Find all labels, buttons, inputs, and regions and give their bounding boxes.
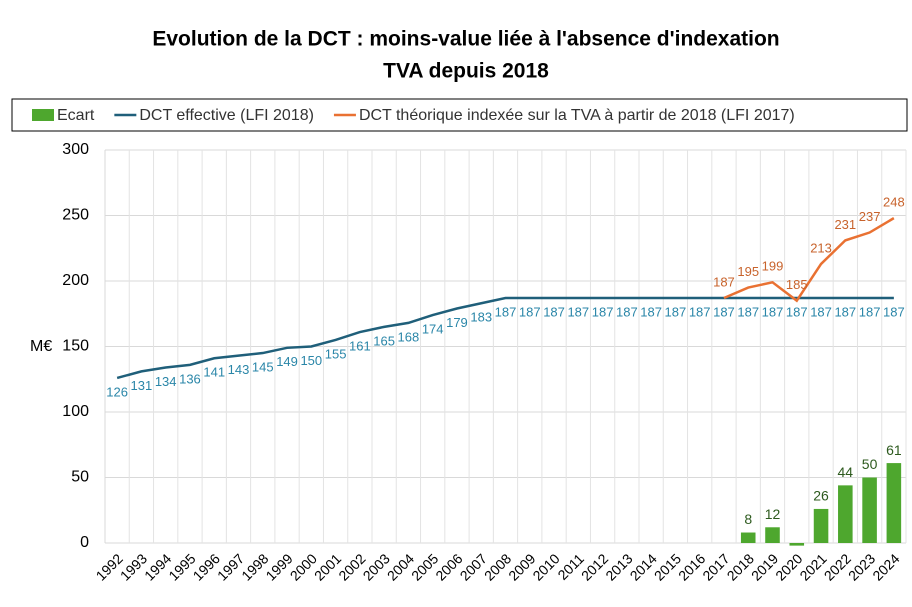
data-label: 187 [834, 304, 856, 319]
legend-label: DCT théorique indexée sur la TVA à parti… [359, 107, 795, 124]
data-label: 187 [543, 304, 565, 319]
legend-box [11, 98, 908, 132]
y-tick-label: 250 [62, 207, 89, 224]
y-axis-label: M€ [30, 338, 52, 355]
data-label: 168 [398, 329, 420, 344]
data-label: 134 [155, 374, 177, 389]
data-label: 141 [203, 365, 225, 380]
bar [789, 543, 805, 546]
data-label: 8 [744, 511, 752, 527]
bar [838, 485, 853, 543]
legend-label: Ecart [57, 107, 95, 124]
data-label: 187 [495, 304, 517, 319]
y-tick-label: 100 [62, 403, 89, 420]
data-label: 50 [862, 456, 878, 472]
data-label: 187 [859, 304, 881, 319]
data-label: 143 [228, 362, 250, 377]
data-label: 187 [665, 304, 687, 319]
data-label: 187 [689, 304, 711, 319]
data-label: 174 [422, 321, 444, 336]
data-label: 187 [519, 304, 541, 319]
data-label: 136 [179, 371, 201, 386]
bar [886, 463, 902, 543]
y-tick-label: 200 [62, 272, 89, 289]
data-label: 187 [592, 304, 614, 319]
data-label: 44 [838, 464, 854, 480]
line [116, 296, 894, 380]
chart-title: Evolution de la DCT : moins-value liée à… [152, 28, 779, 51]
data-label: 12 [765, 506, 781, 522]
data-label: 187 [762, 304, 784, 319]
data-label: 179 [446, 315, 468, 330]
data-label: 185 [786, 277, 808, 292]
data-label: 155 [325, 346, 347, 361]
data-label: 145 [252, 359, 274, 374]
data-label: 149 [276, 354, 298, 369]
legend-label: DCT effective (LFI 2018) [139, 107, 314, 124]
data-label: 165 [373, 333, 395, 348]
bar [740, 532, 756, 543]
data-label: 248 [883, 195, 905, 210]
data-label: 26 [813, 488, 829, 504]
data-label: 161 [349, 339, 371, 354]
data-label: 187 [737, 304, 759, 319]
line [723, 217, 895, 303]
data-label: 187 [713, 274, 735, 289]
data-label: 231 [834, 217, 856, 232]
data-label: 199 [762, 259, 784, 274]
chart-title: TVA depuis 2018 [383, 60, 549, 83]
bar [862, 477, 877, 543]
data-label: 131 [131, 378, 153, 393]
data-label: 187 [616, 304, 638, 319]
data-label: 126 [106, 384, 128, 399]
data-label: 61 [886, 442, 902, 458]
data-label: 187 [786, 304, 808, 319]
data-label: 187 [883, 304, 905, 319]
data-label: 187 [640, 304, 662, 319]
y-tick-label: 50 [71, 469, 89, 486]
x-tick-label: 2024 [869, 550, 902, 583]
bar [765, 527, 780, 543]
y-tick-label: 0 [80, 534, 89, 551]
data-label: 187 [810, 304, 832, 319]
data-label: 195 [737, 264, 759, 279]
data-label: 237 [859, 209, 881, 224]
data-label: 187 [567, 304, 589, 319]
y-tick-label: 150 [62, 338, 89, 355]
y-tick-label: 300 [62, 141, 89, 158]
bar [813, 508, 829, 543]
data-label: 150 [300, 353, 322, 368]
data-label: 213 [810, 240, 832, 255]
data-label: 187 [713, 304, 735, 319]
data-label: 183 [470, 310, 492, 325]
legend-swatch [32, 109, 54, 121]
